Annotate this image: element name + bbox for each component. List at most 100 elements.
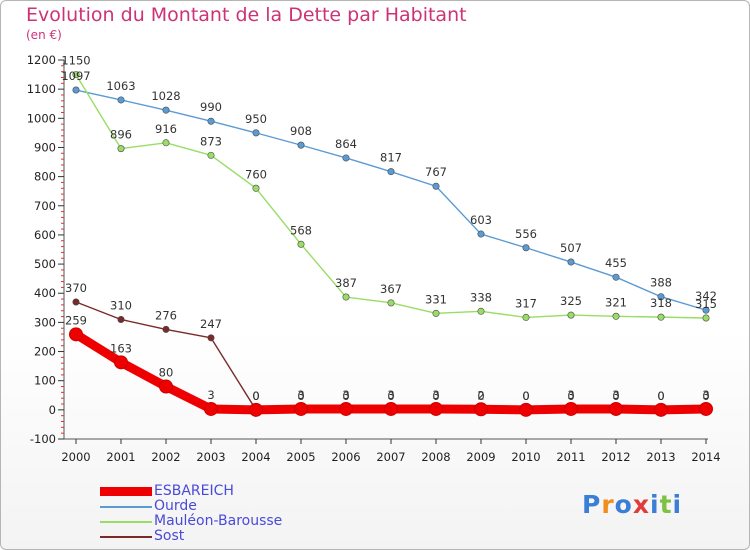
data-label: 80 — [159, 366, 174, 380]
data-label: 331 — [425, 292, 447, 306]
data-point — [654, 402, 668, 417]
data-label: 908 — [290, 124, 312, 138]
data-point — [252, 129, 260, 137]
data-point — [519, 402, 533, 417]
data-label: 325 — [560, 294, 582, 308]
data-point — [342, 154, 350, 162]
data-label: 507 — [560, 241, 582, 255]
data-point — [477, 230, 485, 238]
x-tick-label: 2006 — [331, 450, 360, 464]
data-label: 0 — [702, 389, 709, 403]
data-label: 259 — [65, 313, 87, 327]
data-label: 455 — [605, 256, 627, 270]
data-point — [207, 151, 215, 159]
data-point — [117, 315, 125, 323]
data-label: 367 — [380, 282, 402, 296]
data-label: 388 — [650, 276, 672, 290]
data-label: 3 — [297, 388, 304, 402]
data-label: 0 — [657, 389, 664, 403]
legend-swatch — [100, 506, 152, 508]
data-label: 760 — [245, 167, 267, 181]
data-label: 338 — [470, 290, 492, 304]
data-label: 1150 — [61, 54, 90, 68]
legend-label: Sost — [154, 528, 185, 544]
data-label: 990 — [200, 100, 222, 114]
data-label: 3 — [567, 388, 574, 402]
x-tick-label: 2002 — [151, 450, 180, 464]
logo-letter: i — [650, 490, 660, 519]
data-point — [567, 311, 575, 319]
data-point — [699, 401, 713, 416]
legend-label: Mauléon-Barousse — [154, 513, 283, 529]
x-tick-label: 2007 — [376, 450, 405, 464]
data-point — [114, 355, 128, 370]
data-label: 0 — [477, 389, 484, 403]
data-labels: 370 310 276 247 0 0 0 0 0 0 0 0 0 0 0 1097 1063 1028 990 95… — [61, 54, 717, 403]
data-label: 342 — [695, 289, 717, 303]
data-point — [522, 313, 530, 321]
chart-title: Evolution du Montant de la Dette par Hab… — [26, 4, 467, 26]
data-point — [162, 139, 170, 147]
data-label: 950 — [245, 112, 267, 126]
data-point — [162, 325, 170, 333]
data-point — [432, 182, 440, 190]
data-label: 1028 — [151, 89, 180, 103]
data-label: 896 — [110, 128, 132, 142]
y-tick-label: 300 — [34, 315, 56, 329]
axes: -100010020030040050060070080090010001100… — [27, 53, 721, 464]
data-point — [657, 313, 665, 321]
data-point — [204, 401, 218, 416]
data-label: 3 — [612, 388, 619, 402]
data-point — [249, 402, 263, 417]
x-tick-label: 2012 — [601, 450, 630, 464]
y-tick-label: 700 — [34, 199, 56, 213]
data-point — [207, 117, 215, 125]
data-point — [702, 306, 710, 314]
data-point — [612, 312, 620, 320]
data-label: 817 — [380, 151, 402, 165]
data-label: 163 — [110, 341, 132, 355]
y-tick-label: 200 — [34, 345, 56, 359]
data-label: 556 — [515, 227, 537, 241]
data-point — [117, 145, 125, 153]
y-tick-label: 500 — [34, 257, 56, 271]
data-label: 3 — [207, 388, 214, 402]
data-point — [252, 184, 260, 192]
series-layer — [69, 71, 713, 417]
data-point — [657, 293, 665, 301]
data-point — [612, 273, 620, 281]
x-tick-label: 2003 — [196, 450, 225, 464]
data-label: 1097 — [61, 69, 90, 83]
data-point — [72, 298, 80, 306]
data-point — [429, 401, 443, 416]
data-label: 0 — [522, 389, 529, 403]
data-point — [564, 401, 578, 416]
data-point — [474, 402, 488, 417]
legend-label: ESBAREICH — [154, 483, 234, 499]
data-point — [522, 244, 530, 252]
y-tick-label: 100 — [34, 374, 56, 388]
data-label: 0 — [252, 389, 259, 403]
y-tick-label: 600 — [34, 228, 56, 242]
data-label: 3 — [432, 388, 439, 402]
y-tick-label: 1100 — [27, 82, 56, 96]
x-tick-label: 2005 — [286, 450, 315, 464]
x-tick-label: 2014 — [691, 450, 720, 464]
data-label: 317 — [515, 296, 537, 310]
logo-letter: t — [659, 490, 673, 519]
data-label: 315 — [695, 297, 717, 311]
data-label: 387 — [335, 276, 357, 290]
data-label: 321 — [605, 295, 627, 309]
data-label: 0 — [342, 389, 349, 403]
data-label: 3 — [342, 388, 349, 402]
data-label: 916 — [155, 122, 177, 136]
data-point — [294, 401, 308, 416]
data-label: 0 — [567, 389, 574, 403]
data-point — [297, 240, 305, 248]
data-label: 0 — [522, 389, 529, 403]
data-label: 0 — [387, 389, 394, 403]
y-tick-label: 1200 — [27, 53, 56, 67]
data-label: 310 — [110, 298, 132, 312]
